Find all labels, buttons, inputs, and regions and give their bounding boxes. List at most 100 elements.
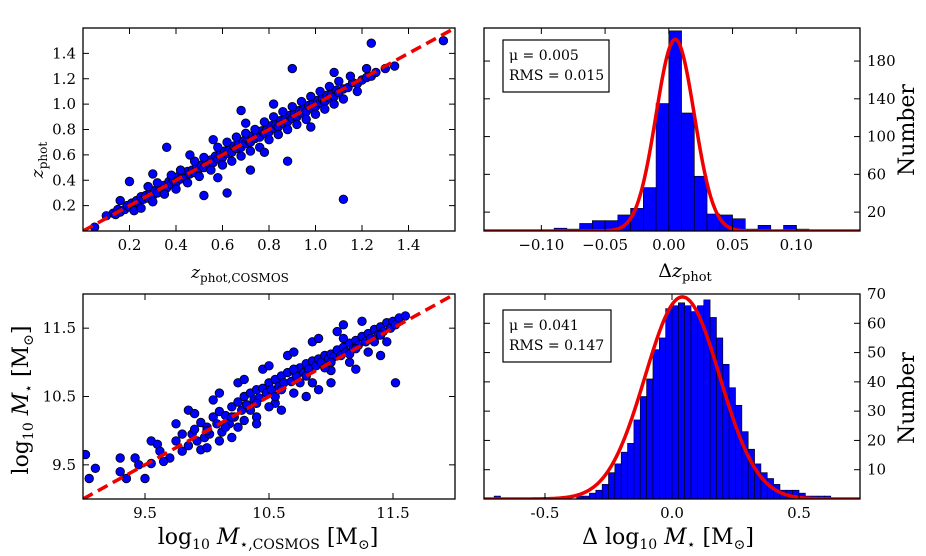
stellar-mass-scatter-points bbox=[83, 294, 455, 499]
scatter-point bbox=[268, 112, 279, 122]
scatter-point bbox=[222, 137, 232, 147]
scatter-point bbox=[158, 456, 169, 467]
scatter-point bbox=[334, 76, 344, 87]
stat-rms: RMS = 0.147 bbox=[509, 338, 604, 354]
scatter-point bbox=[140, 473, 150, 484]
scatter-point bbox=[270, 391, 280, 402]
scatter-point bbox=[177, 446, 187, 456]
histogram-bar bbox=[627, 443, 635, 499]
y-tick-label: 9.5 bbox=[52, 456, 76, 474]
histogram-bar bbox=[595, 489, 603, 499]
stat-rms: RMS = 0.015 bbox=[509, 68, 604, 84]
y-axis-label: Number bbox=[895, 84, 920, 176]
scatter-point bbox=[177, 429, 187, 439]
stats-box bbox=[502, 39, 610, 93]
redshift-scatter-points bbox=[83, 28, 455, 231]
scatter-point bbox=[338, 320, 349, 330]
axis-ticks: 9.5 10.5 11.5 9.5 10.5 11.5 bbox=[43, 294, 455, 522]
x-tick-label: 10.5 bbox=[252, 504, 285, 522]
one-to-one-line bbox=[83, 28, 455, 231]
histogram-bar bbox=[735, 404, 743, 499]
axis-ticks: -0.5 0.0 0.5 10 20 30 40 50 60 70 bbox=[484, 285, 886, 522]
scatter-point bbox=[289, 388, 299, 398]
y-tick-label: 10 bbox=[867, 461, 886, 479]
scatter-point bbox=[208, 134, 218, 145]
y-tick-label: 0.4 bbox=[52, 171, 76, 189]
scatter-point bbox=[233, 422, 243, 432]
scatter-point bbox=[250, 124, 260, 135]
scatter-point bbox=[264, 134, 274, 145]
x-tick-label: 0.5 bbox=[787, 504, 811, 522]
scatter-point bbox=[390, 378, 401, 388]
scatter-point bbox=[329, 67, 339, 78]
y-tick-label: 100 bbox=[867, 128, 896, 146]
scatter-point bbox=[189, 156, 200, 166]
scatter-point bbox=[227, 432, 237, 443]
histogram-bar bbox=[608, 472, 616, 499]
scatter-point bbox=[306, 91, 316, 102]
scatter-point bbox=[307, 378, 318, 388]
scatter-point bbox=[202, 443, 212, 453]
scatter-point bbox=[171, 184, 181, 194]
scatter-point bbox=[161, 142, 172, 153]
scatter-point bbox=[320, 104, 330, 114]
histogram-bar bbox=[684, 305, 692, 499]
scatter-point bbox=[259, 117, 270, 127]
x-tick-label: 0.8 bbox=[257, 236, 281, 254]
scatter-point bbox=[143, 181, 153, 192]
scatter-point bbox=[289, 347, 299, 357]
scatter-point bbox=[313, 385, 324, 395]
x-tick-label: 0.6 bbox=[211, 236, 235, 254]
scatter-point bbox=[338, 94, 349, 104]
scatter-point bbox=[289, 364, 299, 374]
scatter-point bbox=[382, 337, 392, 347]
scatter-point bbox=[332, 326, 342, 337]
y-tick-label: 30 bbox=[867, 402, 886, 420]
scatter-point bbox=[282, 124, 293, 135]
scatter-point bbox=[357, 316, 367, 327]
y-tick-label: 50 bbox=[867, 344, 886, 362]
x-axis-label: Δzphot bbox=[658, 260, 712, 285]
scatter-point bbox=[438, 36, 449, 46]
scatter-point bbox=[301, 391, 311, 402]
y-tick-label: 1.2 bbox=[52, 70, 76, 88]
scatter-point bbox=[351, 364, 361, 374]
scatter-point bbox=[345, 71, 356, 81]
scatter-point bbox=[194, 171, 205, 182]
scatter-point bbox=[287, 101, 298, 112]
scatter-point bbox=[90, 463, 101, 474]
x-axis-label: Δ log10 M⋆ [M⊙] bbox=[582, 525, 754, 553]
scatter-point bbox=[251, 419, 262, 429]
x-tick-label: 1.4 bbox=[397, 236, 421, 254]
scatter-point bbox=[196, 417, 206, 428]
scatter-point bbox=[227, 156, 237, 166]
scatter-point bbox=[115, 453, 125, 463]
histogram-bar bbox=[639, 396, 647, 499]
scatter-point bbox=[159, 189, 170, 199]
scatter-point bbox=[292, 119, 302, 130]
scatter-point bbox=[352, 86, 363, 97]
scatter-point bbox=[115, 195, 125, 206]
x-axis-label: zphot,COSMOS bbox=[190, 263, 289, 285]
scatter-point bbox=[245, 165, 256, 175]
y-tick-label: 10.5 bbox=[43, 388, 76, 406]
histogram-bar bbox=[671, 305, 679, 499]
scatter-point bbox=[361, 63, 372, 74]
scatter-point bbox=[338, 333, 349, 344]
y-tick-label: 60 bbox=[867, 165, 886, 183]
x-tick-label: 0.00 bbox=[652, 236, 685, 254]
x-tick-label: 11.5 bbox=[376, 504, 409, 522]
y-axis-label: zphot bbox=[28, 142, 50, 180]
histogram-bar bbox=[643, 187, 657, 231]
scatter-point bbox=[124, 176, 135, 187]
scatter-point bbox=[222, 188, 232, 198]
panel-stellar-mass-histogram: -0.5 0.0 0.5 10 20 30 40 50 60 70 μ = 0.041 RMS =… bbox=[483, 285, 920, 553]
stats-box bbox=[502, 309, 612, 363]
histogram-bar bbox=[601, 484, 609, 499]
scatter-point bbox=[268, 99, 279, 109]
scatter-point bbox=[400, 311, 411, 321]
histogram-bar bbox=[690, 311, 698, 499]
scatter-point bbox=[236, 105, 246, 116]
scatter-point bbox=[301, 114, 311, 125]
scatter-point bbox=[182, 178, 193, 188]
